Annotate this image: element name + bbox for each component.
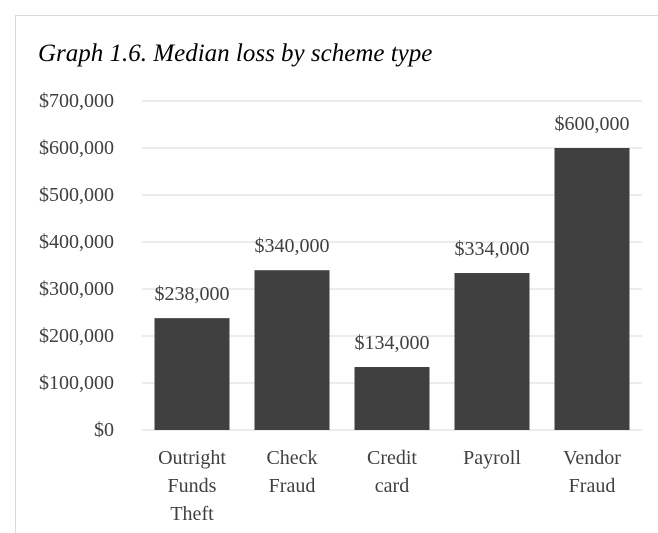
x-tick-label: Check Fraud [266, 447, 318, 497]
y-tick-label: $600,000 [39, 137, 114, 159]
y-tick-label: $700,000 [39, 90, 114, 112]
x-tick-label: Payroll [463, 447, 521, 469]
data-label: $340,000 [254, 235, 330, 258]
bar [154, 318, 230, 430]
bar [554, 148, 630, 430]
data-label: $238,000 [154, 283, 230, 306]
x-tick-label: Outright Funds Theft [158, 447, 226, 525]
y-tick-label: $300,000 [39, 278, 114, 300]
data-label: $334,000 [454, 238, 530, 261]
y-tick-label: $400,000 [39, 231, 114, 253]
y-tick-label: $100,000 [39, 372, 114, 394]
bar [454, 273, 530, 430]
x-tick-label: Credit card [367, 447, 417, 497]
y-tick-label: $0 [94, 419, 114, 441]
bar [354, 367, 430, 430]
data-label: $134,000 [354, 332, 430, 355]
data-label: $600,000 [554, 113, 630, 135]
chart-title: Graph 1.6. Median loss by scheme type [38, 40, 433, 67]
y-tick-label: $500,000 [39, 184, 114, 206]
x-tick-label: Vendor Fraud [563, 447, 621, 497]
chart-border [15, 15, 658, 533]
bar [254, 270, 330, 430]
y-tick-label: $200,000 [39, 325, 114, 347]
